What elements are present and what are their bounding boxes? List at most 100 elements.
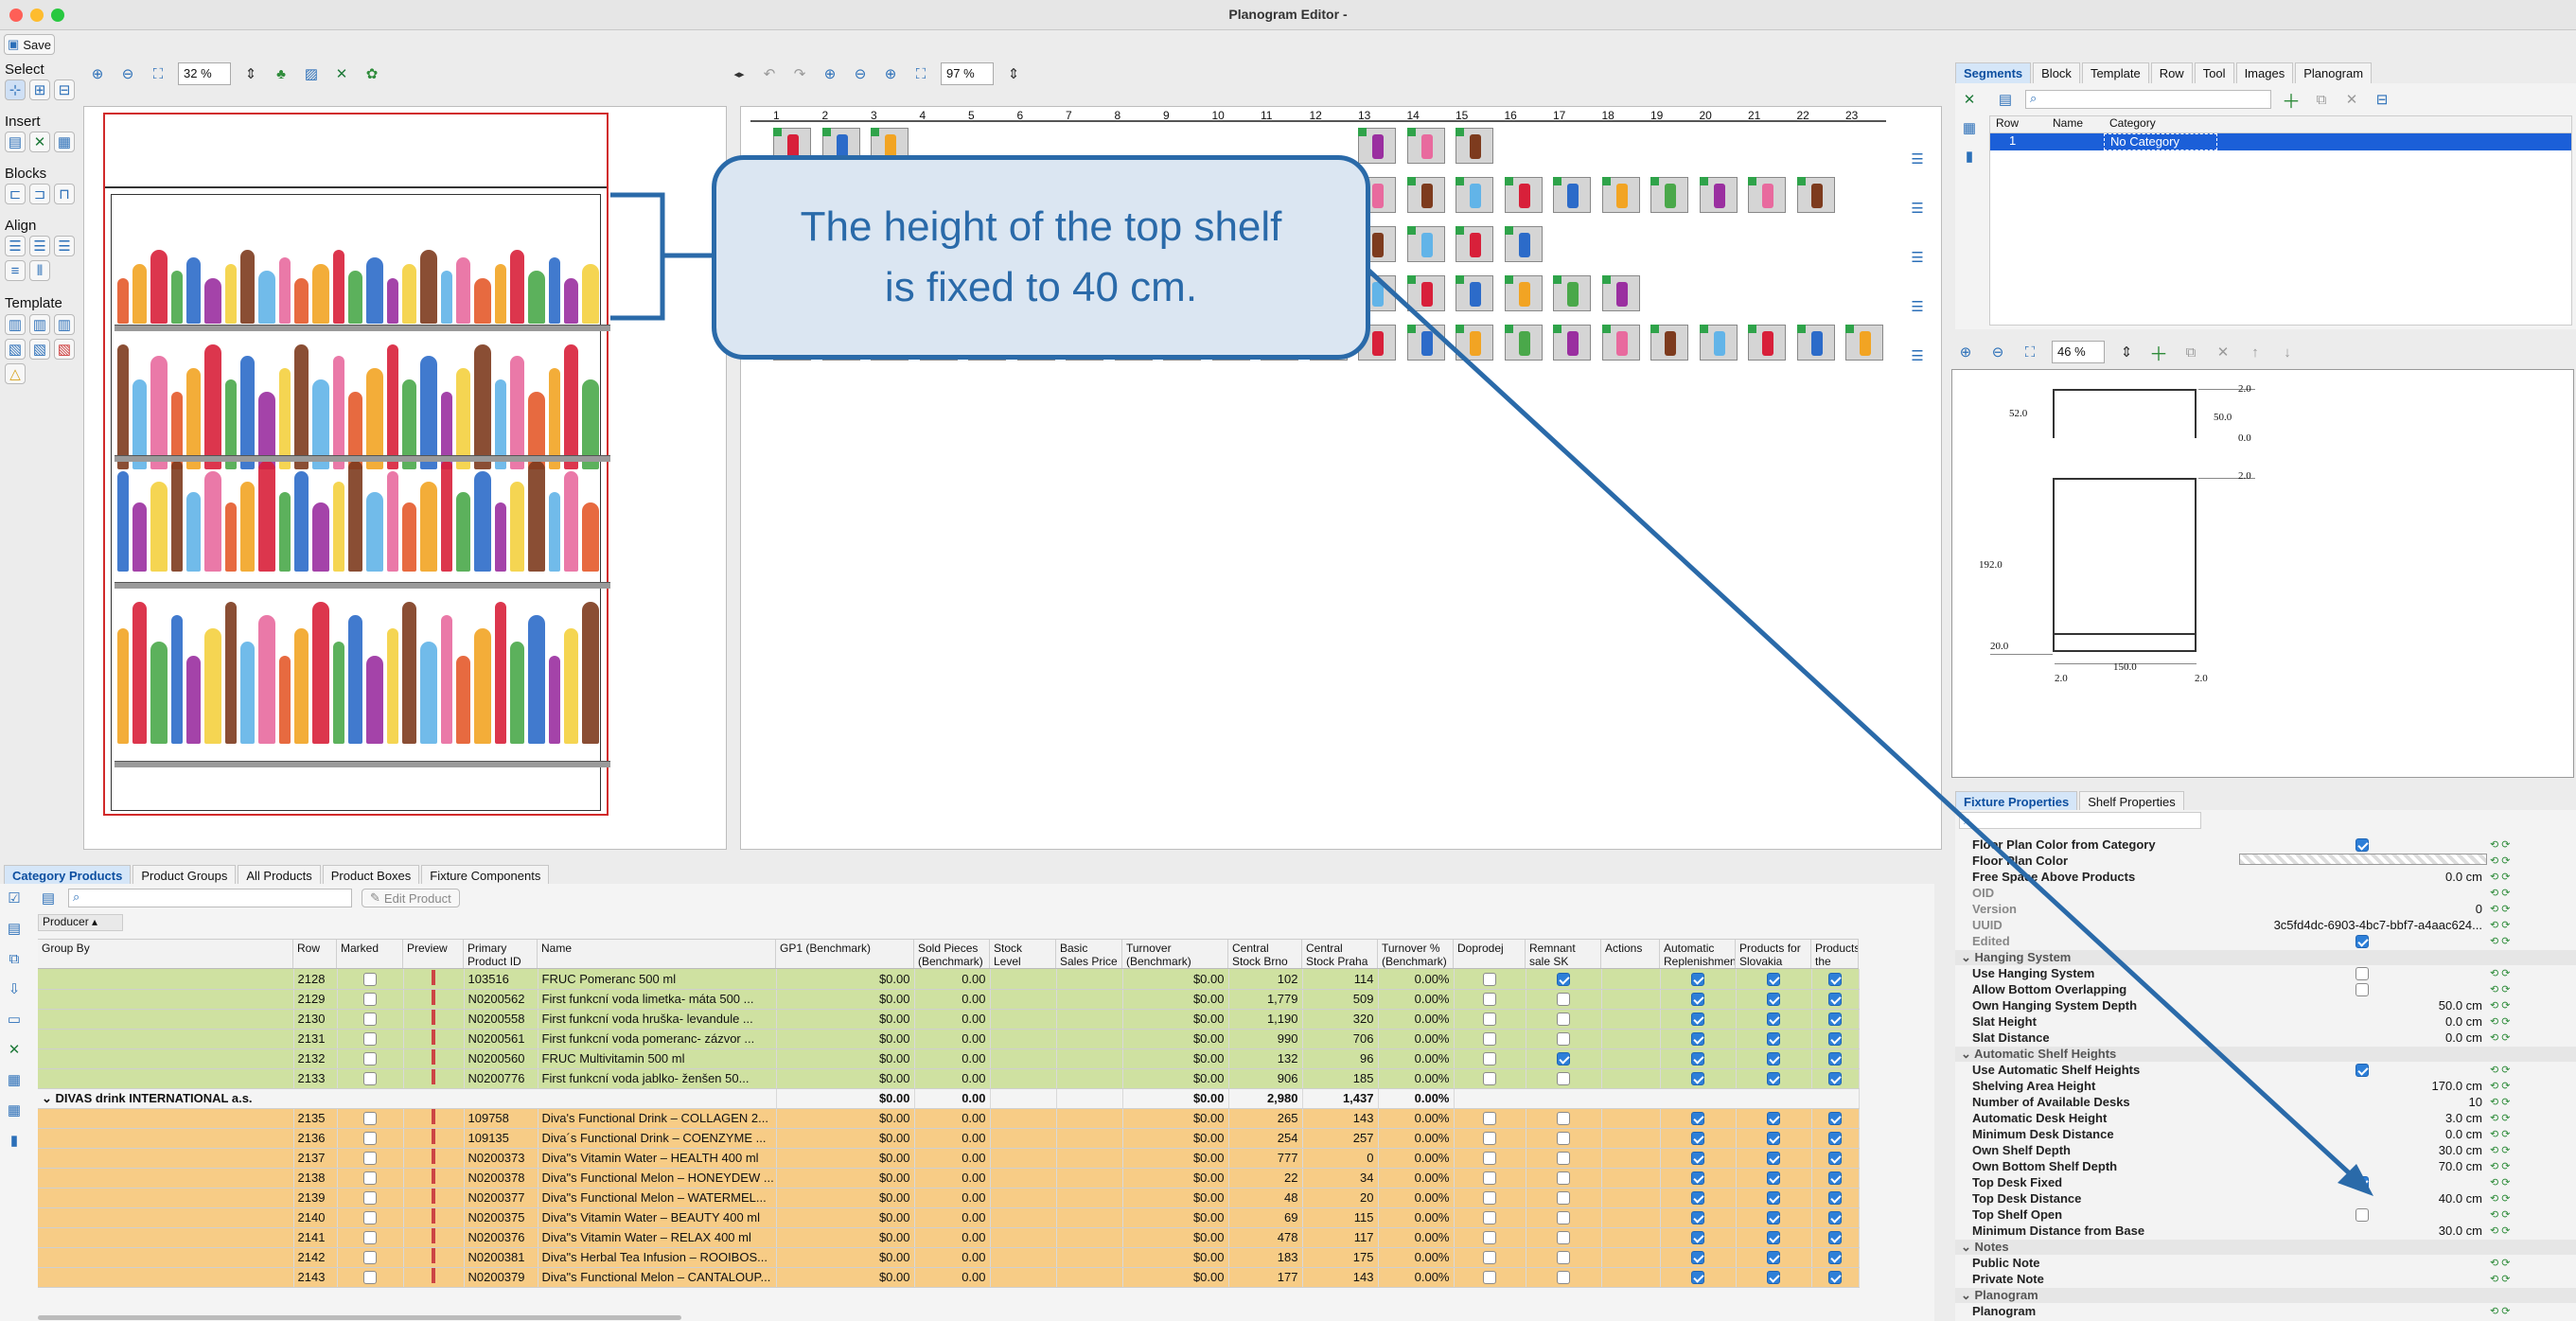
row-checkbox[interactable] bbox=[1483, 1032, 1496, 1047]
zoom-window-button[interactable] bbox=[51, 9, 64, 22]
row-checkbox[interactable] bbox=[1483, 1112, 1496, 1126]
delete-icon[interactable]: ✕ bbox=[2216, 344, 2230, 361]
row-checkbox[interactable] bbox=[363, 973, 377, 987]
zoom-stepper-icon[interactable]: ⇕ bbox=[1007, 66, 1020, 82]
row-checkbox[interactable] bbox=[1767, 1072, 1780, 1086]
row-checkbox[interactable] bbox=[1483, 1171, 1496, 1186]
template-c-icon[interactable]: ▥ bbox=[54, 314, 75, 335]
template-b-icon[interactable]: ▥ bbox=[29, 314, 50, 335]
column-header[interactable]: Doprodej bbox=[1454, 940, 1526, 968]
list-icon[interactable]: ▤ bbox=[7, 921, 22, 937]
reset-icon[interactable]: ⟲ ⟳ bbox=[2490, 1032, 2511, 1044]
row-checkbox[interactable] bbox=[1828, 1211, 1842, 1225]
row-checkbox[interactable] bbox=[1557, 1271, 1570, 1285]
reset-icon[interactable]: ⟲ ⟳ bbox=[2490, 1177, 2511, 1189]
row-checkbox[interactable] bbox=[1767, 993, 1780, 1007]
property-row[interactable]: Own Hanging System Depth 50.0 cm ⟲ ⟳ bbox=[1955, 997, 2576, 1013]
property-row[interactable]: Own Shelf Depth 30.0 cm ⟲ ⟳ bbox=[1955, 1142, 2576, 1158]
reset-icon[interactable]: ⟲ ⟳ bbox=[2490, 1016, 2511, 1028]
row-checkbox[interactable] bbox=[1483, 1132, 1496, 1146]
row-checkbox[interactable] bbox=[1828, 1152, 1842, 1166]
property-value[interactable]: 0.0 cm bbox=[2444, 1030, 2482, 1045]
edit-product-button[interactable]: ✎ Edit Product bbox=[362, 889, 460, 907]
row-checkbox[interactable] bbox=[1691, 1032, 1704, 1047]
zoom-stepper-icon[interactable]: ⇕ bbox=[2120, 344, 2133, 361]
table-row[interactable]: 2131 N0200561 First funkcní voda pomeranc-… bbox=[38, 1029, 1860, 1049]
table-icon[interactable]: ▦ bbox=[1962, 120, 1977, 136]
row-align-icon[interactable]: ☰ bbox=[1911, 201, 1924, 217]
property-row[interactable]: Own Bottom Shelf Depth 70.0 cm ⟲ ⟳ bbox=[1955, 1158, 2576, 1174]
planogram-slot[interactable] bbox=[1553, 275, 1591, 311]
reset-icon[interactable]: ⟲ ⟳ bbox=[2490, 1113, 2511, 1124]
planogram-slot[interactable] bbox=[1699, 177, 1738, 213]
row-checkbox[interactable] bbox=[1767, 1191, 1780, 1206]
row-checkbox[interactable] bbox=[1767, 1132, 1780, 1146]
property-value[interactable]: 0.0 cm bbox=[2444, 1127, 2482, 1141]
row-checkbox[interactable] bbox=[1557, 1191, 1570, 1206]
row-checkbox[interactable] bbox=[1828, 1171, 1842, 1186]
redo-icon[interactable]: ↷ bbox=[793, 66, 806, 82]
row-checkbox[interactable] bbox=[1483, 993, 1496, 1007]
column-header[interactable]: Marked bbox=[337, 940, 403, 968]
planogram-slot[interactable] bbox=[1456, 275, 1493, 311]
row-checkbox[interactable] bbox=[1767, 1231, 1780, 1245]
planogram-slot[interactable] bbox=[1406, 226, 1445, 262]
row-checkbox[interactable] bbox=[1767, 1013, 1780, 1027]
row-checkbox[interactable] bbox=[1557, 993, 1570, 1007]
fit-icon[interactable]: ⛶ bbox=[152, 65, 164, 82]
column-header[interactable]: Automatic Replenishment (Default) bbox=[1660, 940, 1736, 968]
reset-icon[interactable]: ⟲ ⟳ bbox=[2490, 968, 2511, 979]
reset-icon[interactable]: ⟲ ⟳ bbox=[2490, 1081, 2511, 1092]
filter-icon[interactable]: ▤ bbox=[1998, 92, 2013, 108]
property-row[interactable]: OID ⟲ ⟳ bbox=[1955, 885, 2576, 901]
property-row[interactable]: Use Automatic Shelf Heights ⟲ ⟳ bbox=[1955, 1062, 2576, 1078]
property-value[interactable]: 50.0 cm bbox=[2438, 998, 2482, 1013]
align-justify-icon[interactable]: ≡ bbox=[5, 260, 26, 281]
row-checkbox[interactable] bbox=[1828, 1013, 1842, 1027]
block-split-icon[interactable]: ⊏ bbox=[5, 184, 26, 204]
row-checkbox[interactable] bbox=[1557, 1052, 1570, 1066]
template-d-icon[interactable]: ▧ bbox=[5, 339, 26, 360]
tab-shelf-properties[interactable]: Shelf Properties bbox=[2079, 791, 2184, 812]
row-checkbox[interactable] bbox=[1557, 1112, 1570, 1126]
row-checkbox[interactable] bbox=[363, 1191, 377, 1206]
property-row[interactable]: Floor Plan Color from Category ⟲ ⟳ bbox=[1955, 837, 2576, 853]
table-row[interactable]: 2139 N0200377 Diva"s Functional Melon – WA… bbox=[38, 1188, 1860, 1208]
planogram-slot[interactable] bbox=[1456, 177, 1493, 213]
property-row[interactable]: Slat Height 0.0 cm ⟲ ⟳ bbox=[1955, 1013, 2576, 1030]
property-value[interactable] bbox=[2239, 982, 2490, 997]
segment-zoom-field[interactable]: 46 % bbox=[2052, 341, 2105, 363]
reset-icon[interactable]: ⟲ ⟳ bbox=[2490, 1274, 2511, 1285]
fixture-zoom-field[interactable]: 32 % bbox=[178, 62, 231, 85]
row-checkbox[interactable] bbox=[1691, 1132, 1704, 1146]
tab-planogram[interactable]: Planogram bbox=[2295, 62, 2373, 83]
planogram-slot[interactable] bbox=[1650, 325, 1688, 361]
row-checkbox[interactable] bbox=[1691, 1191, 1704, 1206]
property-row[interactable]: Version 0 ⟲ ⟳ bbox=[1955, 901, 2576, 917]
row-checkbox[interactable] bbox=[363, 1211, 377, 1225]
row-checkbox[interactable] bbox=[1767, 1152, 1780, 1166]
row-align-icon[interactable]: ☰ bbox=[1911, 299, 1924, 315]
move-down-icon[interactable]: ↓ bbox=[2284, 343, 2291, 361]
reset-icon[interactable]: ⟲ ⟳ bbox=[2490, 1161, 2511, 1172]
planogram-slot[interactable] bbox=[1504, 177, 1543, 213]
row-checkbox[interactable] bbox=[1828, 1251, 1842, 1265]
reset-icon[interactable]: ⟲ ⟳ bbox=[2490, 984, 2511, 995]
row-checkbox[interactable] bbox=[1557, 1013, 1570, 1027]
row-checkbox[interactable] bbox=[1828, 1112, 1842, 1126]
property-row[interactable]: Minimum Distance from Base 30.0 cm ⟲ ⟳ bbox=[1955, 1223, 2576, 1239]
row-checkbox[interactable] bbox=[1483, 1013, 1496, 1027]
import-icon[interactable]: ⇩ bbox=[8, 981, 21, 997]
svg-export-icon[interactable]: ✿ bbox=[365, 66, 379, 82]
column-header[interactable]: Central Stock Praha bbox=[1302, 940, 1378, 968]
tab-all-products[interactable]: All Products bbox=[238, 865, 321, 886]
row-checkbox[interactable] bbox=[1691, 1231, 1704, 1245]
table-row[interactable]: 2129 N0200562 First funkcní voda limetka- … bbox=[38, 989, 1860, 1010]
row-checkbox[interactable] bbox=[1828, 1032, 1842, 1047]
template-e-icon[interactable]: ▧ bbox=[29, 339, 50, 360]
delete-icon[interactable]: ✕ bbox=[2345, 92, 2358, 108]
planogram-slot[interactable] bbox=[1748, 325, 1786, 361]
column-header[interactable]: Row bbox=[293, 940, 337, 968]
row-checkbox[interactable] bbox=[1767, 1052, 1780, 1066]
align-right-icon[interactable]: ☰ bbox=[54, 236, 75, 256]
